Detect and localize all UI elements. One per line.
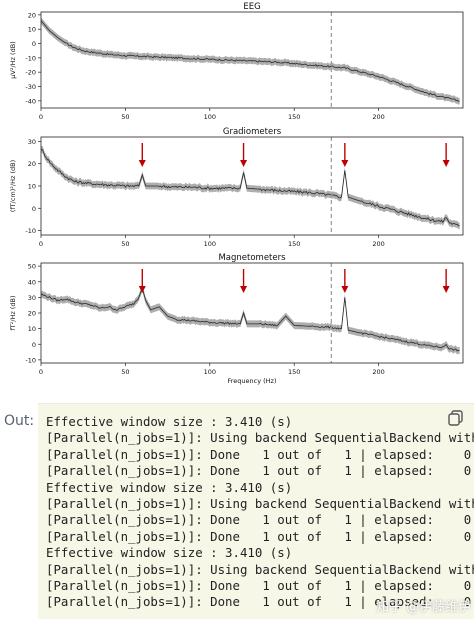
arrow-head <box>442 160 450 167</box>
x-tick-label: 100 <box>204 113 216 121</box>
cell-output: Effective window size : 3.410 (s) [Paral… <box>38 403 474 619</box>
x-tick-label: 150 <box>288 113 300 121</box>
watermark: 知乎 @伊藤维伊 <box>376 600 472 615</box>
copy-icon[interactable] <box>446 408 466 428</box>
chart-title: Magnetometers <box>218 253 286 263</box>
x-tick-label: 100 <box>204 368 216 376</box>
y-tick-label: 0 <box>32 341 36 349</box>
y-tick-label: 30 <box>28 138 36 146</box>
axes-frame <box>40 262 464 364</box>
y-tick-label: 0 <box>32 205 36 213</box>
y-axis-label: fT²/Hz (dB) <box>9 295 17 330</box>
arrow-head <box>138 286 146 293</box>
x-tick-label: 200 <box>372 368 384 376</box>
psd-band <box>41 145 460 230</box>
y-tick-label: 30 <box>28 294 36 302</box>
y-axis-label: (fT/cm)²/Hz (dB) <box>9 160 17 212</box>
y-tick-label: 0 <box>32 40 36 48</box>
psd-band <box>41 17 460 105</box>
axes-frame <box>40 11 464 109</box>
output-line: [Parallel(n_jobs=1)]: Done 1 out of 1 | … <box>46 528 474 544</box>
y-tick-label: -10 <box>25 227 36 235</box>
x-tick-label: 50 <box>121 368 129 376</box>
output-line: [Parallel(n_jobs=1)]: Done 1 out of 1 | … <box>46 463 474 479</box>
x-axis-label: Frequency (Hz) <box>227 377 276 385</box>
chart-title: EEG <box>243 2 260 12</box>
output-line: [Parallel(n_jobs=1)]: Done 1 out of 1 | … <box>46 446 474 462</box>
x-tick-label: 100 <box>204 240 216 248</box>
output-line: Effective window size : 3.410 (s) <box>46 479 293 495</box>
y-tick-label: -40 <box>25 97 36 105</box>
y-tick-label: -10 <box>25 356 36 364</box>
y-tick-label: -30 <box>25 83 36 91</box>
output-prompt: Out: <box>4 413 35 429</box>
psd-band <box>41 284 460 355</box>
y-tick-label: 10 <box>28 183 36 191</box>
x-tick-label: 50 <box>121 113 129 121</box>
y-tick-label: -20 <box>25 69 36 77</box>
output-line: [Parallel(n_jobs=1)]: Using backend Sequ… <box>46 496 474 512</box>
psd-line <box>40 286 460 352</box>
psd-line <box>40 20 460 102</box>
arrow-head <box>341 286 349 293</box>
chart-title: Gradiometers <box>223 127 282 137</box>
output-line: [Parallel(n_jobs=1)]: Done 1 out of 1 | … <box>46 578 474 594</box>
x-tick-label: 0 <box>39 368 43 376</box>
psd-line <box>40 148 460 227</box>
x-tick-label: 150 <box>288 368 300 376</box>
output-line: Effective window size : 3.410 (s) <box>46 414 293 429</box>
arrow-head <box>138 160 146 167</box>
y-tick-label: 10 <box>28 26 36 34</box>
x-tick-label: 150 <box>288 240 300 248</box>
y-tick-label: 20 <box>28 160 36 168</box>
output-line: Effective window size : 3.410 (s) <box>46 545 293 561</box>
arrow-head <box>442 286 450 293</box>
y-tick-label: 40 <box>28 278 36 286</box>
y-tick-label: 10 <box>28 325 36 333</box>
output-text: Effective window size : 3.410 (s) [Paral… <box>38 404 474 611</box>
output-line: [Parallel(n_jobs=1)]: Done 1 out of 1 | … <box>46 594 474 610</box>
x-tick-label: 200 <box>372 113 384 121</box>
x-tick-label: 200 <box>372 240 384 248</box>
output-line: [Parallel(n_jobs=1)]: Using backend Sequ… <box>46 561 474 577</box>
y-tick-label: 50 <box>28 263 36 271</box>
y-tick-label: 20 <box>28 11 36 19</box>
axes-frame <box>40 136 464 236</box>
output-line: [Parallel(n_jobs=1)]: Done 1 out of 1 | … <box>46 512 474 528</box>
x-tick-label: 50 <box>121 240 129 248</box>
y-tick-label: 20 <box>28 310 36 318</box>
y-tick-label: -10 <box>25 54 36 62</box>
x-tick-label: 0 <box>39 113 43 121</box>
arrow-head <box>240 286 248 293</box>
x-tick-label: 0 <box>39 240 43 248</box>
y-axis-label: µV²/Hz (dB) <box>9 41 17 78</box>
output-line: [Parallel(n_jobs=1)]: Using backend Sequ… <box>46 430 474 446</box>
arrow-head <box>240 160 248 167</box>
arrow-head <box>341 160 349 167</box>
